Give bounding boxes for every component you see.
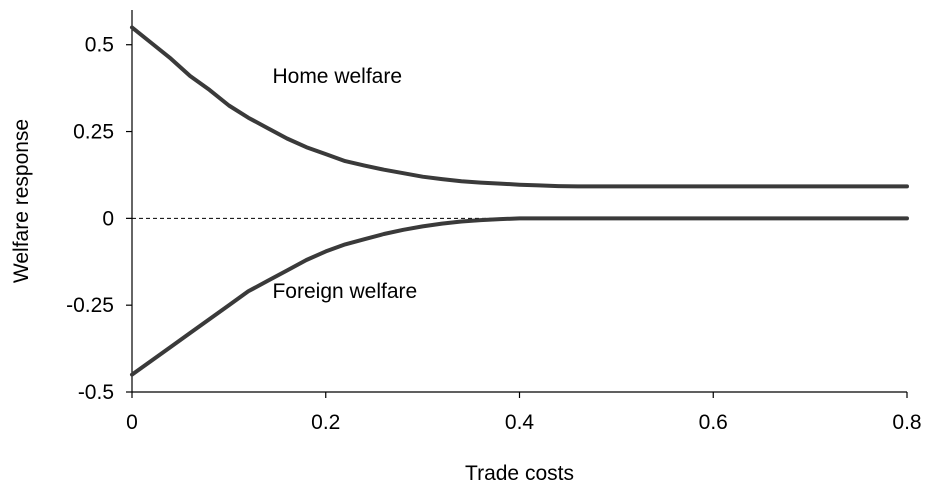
y-tick-label: 0	[102, 207, 114, 230]
axes	[131, 10, 907, 393]
x-tick-label: 0	[126, 411, 138, 434]
y-ticks: 0.5 0.25 0 -0.25 -0.5	[66, 34, 132, 404]
y-tick-label: 0.25	[73, 121, 114, 144]
series-labels: Home welfare Foreign welfare	[272, 65, 417, 303]
series-line-foreign-welfare	[130, 216, 909, 377]
x-tick-label: 0.4	[505, 411, 535, 434]
y-tick-label: -0.5	[78, 381, 114, 404]
x-tick-label: 0.2	[311, 411, 340, 434]
x-axis-title: Trade costs	[465, 462, 574, 485]
series-label-home-welfare: Home welfare	[272, 65, 402, 88]
y-axis-title: Welfare response	[10, 119, 33, 283]
x-ticks: 0 0.2 0.4 0.6 0.8	[126, 392, 922, 434]
series-group	[130, 25, 909, 377]
series-line-home-welfare	[130, 25, 909, 189]
series-label-foreign-welfare: Foreign welfare	[272, 280, 417, 303]
x-tick-label: 0.6	[699, 411, 728, 434]
x-tick-label: 0.8	[892, 411, 921, 434]
y-tick-label: 0.5	[85, 34, 114, 57]
y-tick-label: -0.25	[66, 294, 114, 317]
